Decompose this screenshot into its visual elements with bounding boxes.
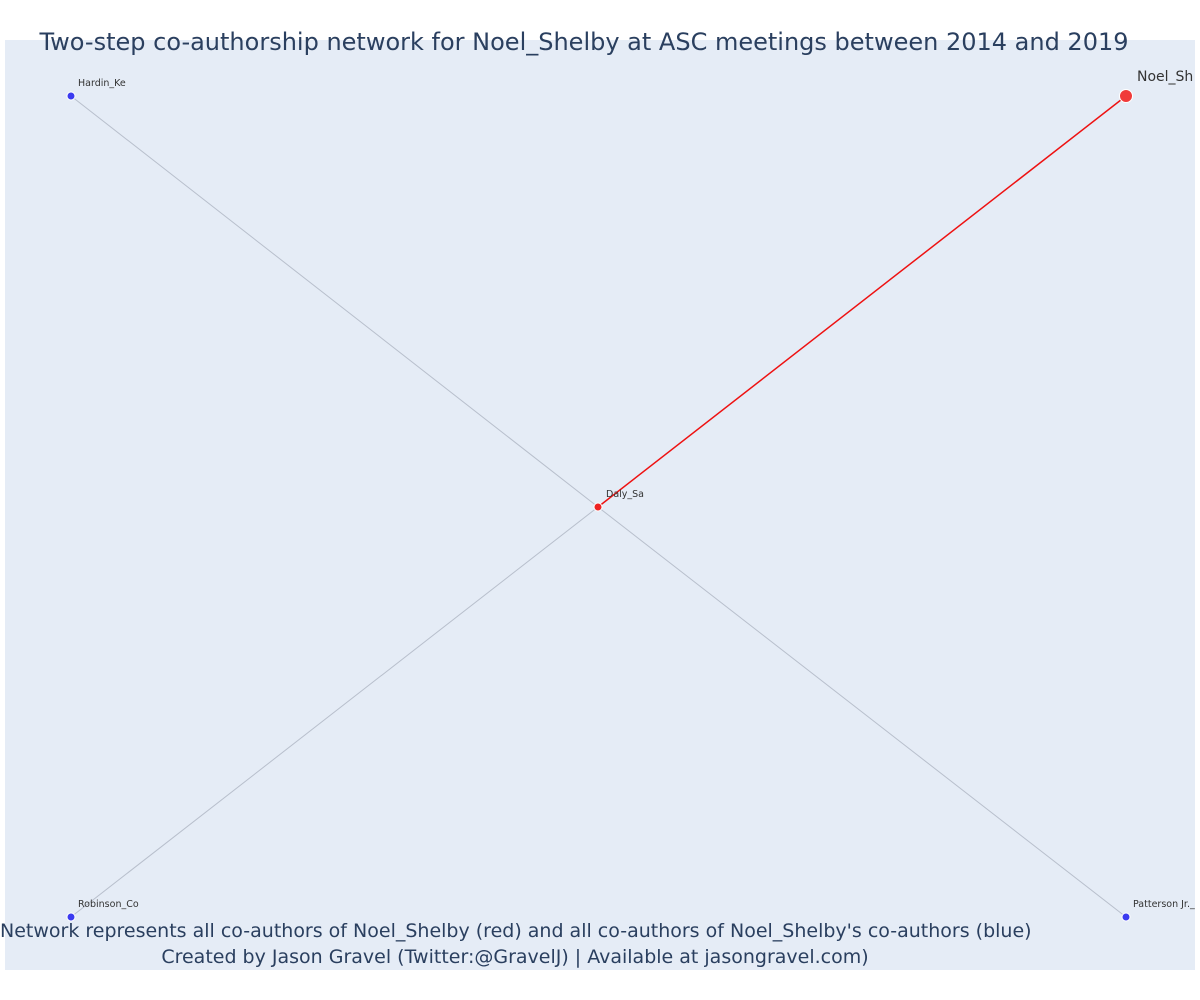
node-daly[interactable] xyxy=(593,502,603,512)
node-label-robinson: Robinson_Co xyxy=(78,899,139,910)
edge-patterson-daly xyxy=(597,506,1127,918)
labels-layer: Noel_Sh Daly_Sa Hardin_Ke Robinson_Co Patter… xyxy=(78,69,1195,910)
edges-layer xyxy=(70,95,1127,918)
node-label-patterson: Patterson Jr._ xyxy=(1133,899,1195,910)
edge-hardin-daly xyxy=(70,95,599,508)
node-noel[interactable] xyxy=(1119,89,1133,103)
node-patterson[interactable] xyxy=(1121,912,1131,922)
node-label-hardin: Hardin_Ke xyxy=(78,78,126,89)
node-robinson[interactable] xyxy=(66,912,76,922)
chart-title: Two-step co-authorship network for Noel_… xyxy=(39,28,1129,56)
nodes-layer xyxy=(66,89,1133,922)
caption-line-2: Created by Jason Gravel (Twitter:@Gravel… xyxy=(161,946,869,968)
edge-noel-daly xyxy=(597,95,1127,508)
caption-line-1: Network represents all co-authors of Noe… xyxy=(0,920,1032,942)
node-label-noel: Noel_Sh xyxy=(1137,69,1193,85)
edge-robinson-daly xyxy=(70,506,599,918)
caption: Network represents all co-authors of Noe… xyxy=(0,918,1032,970)
node-label-daly: Daly_Sa xyxy=(606,489,644,500)
node-hardin[interactable] xyxy=(66,91,76,101)
